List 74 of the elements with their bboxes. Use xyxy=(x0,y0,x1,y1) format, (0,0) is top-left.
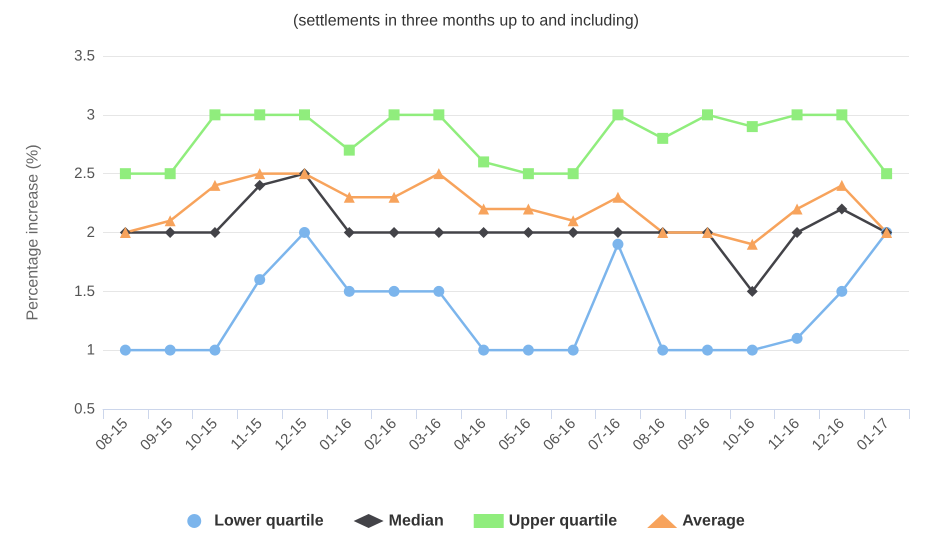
point xyxy=(164,227,176,238)
point xyxy=(388,109,400,120)
point xyxy=(836,109,848,120)
point xyxy=(164,168,176,180)
y-axis-title: Percentage increase (%) xyxy=(24,144,42,321)
point xyxy=(254,168,266,180)
point xyxy=(612,238,624,250)
point xyxy=(792,227,803,238)
point xyxy=(299,109,310,120)
point xyxy=(746,344,758,356)
legend-label: Median xyxy=(388,512,444,530)
point xyxy=(568,168,579,180)
point xyxy=(209,227,220,238)
point xyxy=(522,227,534,238)
point xyxy=(612,227,624,238)
point xyxy=(792,109,803,120)
point xyxy=(702,109,713,120)
y-tick-label: 3.5 xyxy=(74,48,95,64)
point xyxy=(702,344,713,356)
point xyxy=(836,203,848,214)
point xyxy=(836,180,848,191)
point xyxy=(522,168,534,180)
point xyxy=(388,192,400,203)
point xyxy=(388,227,400,238)
legend-label: Average xyxy=(682,512,745,530)
point xyxy=(478,227,490,238)
point xyxy=(568,344,579,356)
point xyxy=(746,238,758,250)
point xyxy=(792,332,803,344)
point xyxy=(881,168,892,180)
point xyxy=(746,286,758,297)
point xyxy=(657,344,668,356)
point xyxy=(478,156,490,168)
y-tick-label: 1 xyxy=(86,342,95,359)
point xyxy=(209,344,220,356)
point xyxy=(433,227,444,238)
point xyxy=(344,192,355,203)
point xyxy=(209,180,220,191)
y-tick-label: 2.5 xyxy=(74,165,95,182)
point xyxy=(164,215,176,226)
point xyxy=(299,227,310,238)
point xyxy=(568,215,579,226)
point xyxy=(344,227,355,238)
point xyxy=(792,203,803,214)
point xyxy=(746,121,758,132)
point xyxy=(433,286,444,297)
point xyxy=(522,344,534,356)
y-tick-label: 2 xyxy=(86,224,95,241)
point xyxy=(164,344,176,356)
point xyxy=(254,109,266,120)
point xyxy=(254,274,266,286)
legend-label: Upper quartile xyxy=(508,512,618,530)
point xyxy=(254,180,266,191)
point xyxy=(836,286,848,297)
point xyxy=(568,227,579,238)
point xyxy=(612,192,624,203)
point xyxy=(433,109,444,120)
point xyxy=(120,344,131,356)
y-tick-label: 0.5 xyxy=(74,400,95,418)
legend-label: Lower quartile xyxy=(214,512,324,530)
chart-title: (settlements in three months up to and including) xyxy=(293,12,639,30)
point xyxy=(120,168,131,180)
point xyxy=(478,203,490,214)
point xyxy=(344,286,355,297)
point xyxy=(209,109,220,120)
y-tick-label: 1.5 xyxy=(74,282,95,300)
point xyxy=(612,109,624,120)
point xyxy=(522,203,534,214)
point xyxy=(433,168,444,180)
y-tick-label: 3 xyxy=(86,106,95,124)
point xyxy=(478,344,490,356)
point xyxy=(657,132,668,144)
point xyxy=(388,286,400,297)
point xyxy=(344,144,355,156)
